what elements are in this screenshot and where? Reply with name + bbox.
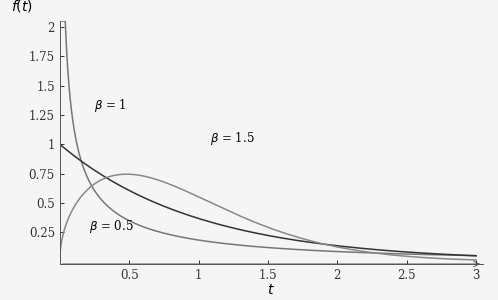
Text: $\beta$ = 0.5: $\beta$ = 0.5: [89, 218, 133, 235]
X-axis label: $t$: $t$: [267, 283, 275, 297]
Y-axis label: $f(t)$: $f(t)$: [10, 0, 33, 14]
Text: $\beta$ = 1: $\beta$ = 1: [95, 97, 127, 114]
Text: $\beta$ = 1.5: $\beta$ = 1.5: [210, 130, 254, 147]
